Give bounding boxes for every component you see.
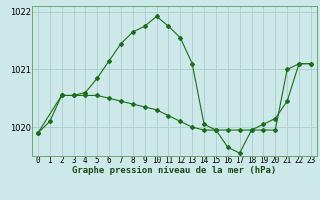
X-axis label: Graphe pression niveau de la mer (hPa): Graphe pression niveau de la mer (hPa)	[72, 166, 276, 175]
